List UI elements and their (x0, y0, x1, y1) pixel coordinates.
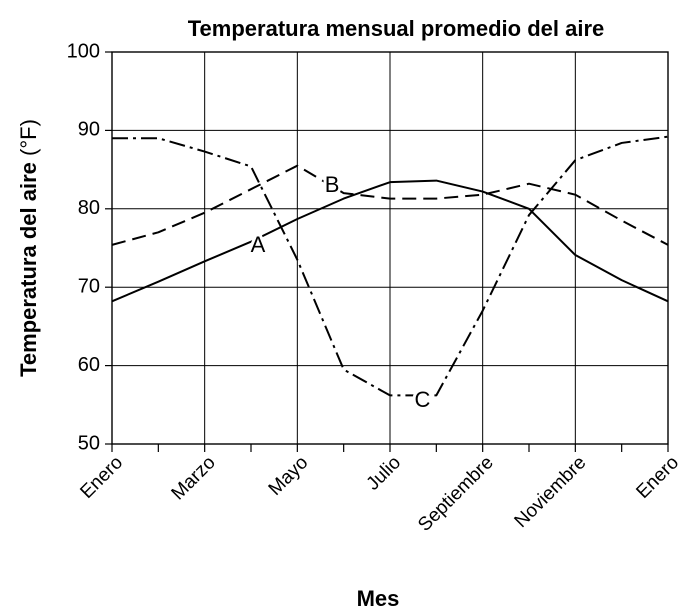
y-tick-label: 80 (78, 197, 100, 219)
y-tick-label: 90 (78, 119, 100, 141)
y-axis-label-unit: (°F) (16, 119, 41, 156)
y-tick-label: 100 (67, 40, 100, 62)
line-series (112, 135, 669, 397)
chart-title: Temperatura mensual promedio del aire (188, 16, 605, 41)
y-axis-label: Temperatura del aire (°F) (16, 119, 41, 377)
x-tick-label: Julio (363, 452, 405, 494)
series-label: B (325, 172, 340, 197)
x-tick-label: Mayo (265, 452, 313, 500)
y-tick-label: 70 (78, 275, 100, 297)
y-tick-label: 50 (78, 432, 100, 454)
x-tick-label: Noviembre (511, 452, 591, 532)
x-tick-label: Septiembre (414, 452, 498, 536)
x-axis-label: Mes (357, 586, 400, 611)
x-tick-label: Marzo (168, 452, 220, 504)
series-label: C (414, 387, 430, 412)
x-tick-label: Enero (632, 452, 682, 503)
line-series (111, 164, 669, 246)
plot-frame (111, 51, 669, 445)
y-axis-label-text: Temperatura del aire (16, 162, 41, 377)
y-tick-label: 60 (78, 354, 100, 376)
line-series (111, 179, 669, 303)
x-tick-label: Enero (76, 452, 127, 503)
series-label: A (251, 232, 266, 257)
